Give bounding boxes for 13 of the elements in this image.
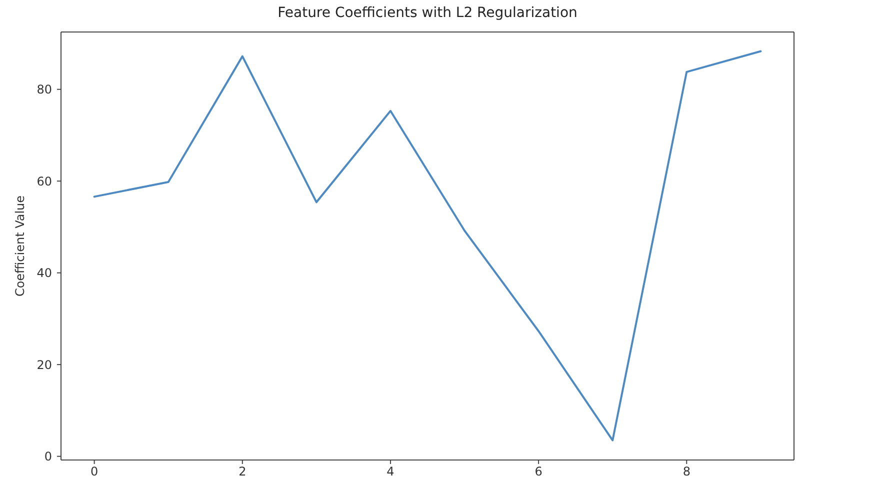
x-tick-label: 0: [90, 464, 98, 479]
y-axis-title: Coefficient Value: [13, 195, 27, 297]
y-tick-label: 40: [36, 266, 52, 280]
y-tick-label: 60: [36, 174, 52, 188]
y-tick-label: 20: [36, 358, 52, 372]
x-tick-label: 8: [682, 464, 690, 479]
chart-title: Feature Coefficients with L2 Regularization: [278, 5, 578, 21]
line-series: [93, 50, 762, 442]
x-tick-label: 4: [386, 464, 394, 479]
y-tick-label: 80: [36, 82, 52, 97]
x-tick-label: 2: [238, 464, 246, 479]
x-tick-label: 6: [534, 464, 542, 479]
y-tick-label: 0: [44, 450, 52, 464]
